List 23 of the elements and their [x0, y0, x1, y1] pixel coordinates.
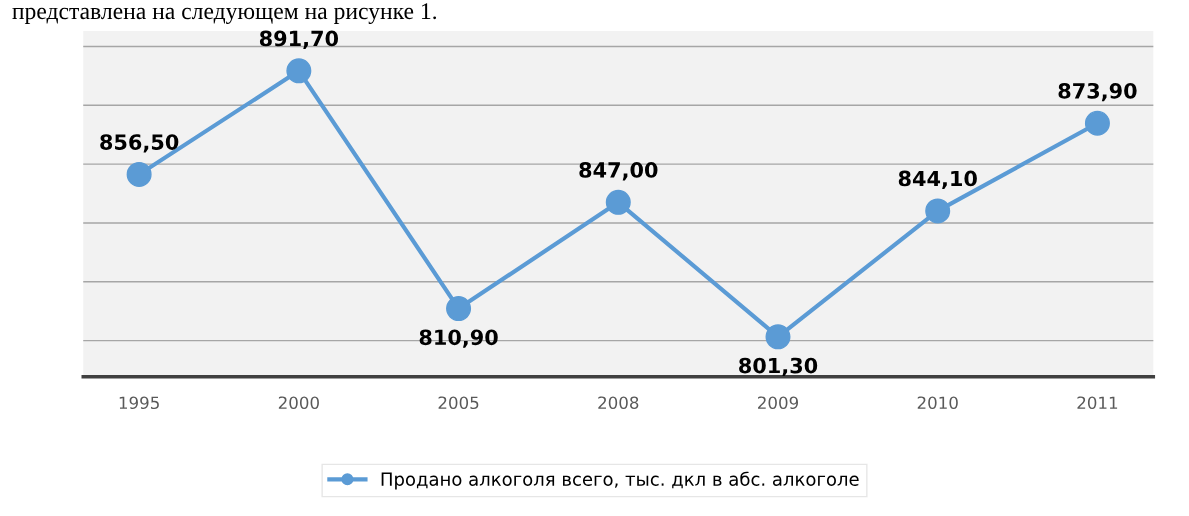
point — [446, 296, 472, 322]
data-label: 856,50 — [100, 134, 179, 153]
data-label: 810,90 — [419, 329, 498, 348]
point — [286, 58, 312, 84]
data-label: 847,00 — [579, 162, 658, 181]
x-tick-label: 2009 — [758, 396, 799, 410]
x-tick-label: 2008 — [598, 396, 639, 410]
data-label: 891,70 — [259, 30, 339, 49]
point — [605, 189, 631, 215]
legend-label: Продано алкоголя всего, тыс. дкл в абс. алкоголе — [381, 471, 859, 490]
x-tick-label: 2005 — [438, 396, 479, 410]
data-label: 873,90 — [1058, 82, 1137, 102]
data-label: 844,10 — [898, 170, 977, 190]
point — [1084, 110, 1110, 136]
x-tick-label: 2011 — [1077, 396, 1118, 410]
x-tick-label: 2000 — [278, 396, 319, 410]
point — [765, 324, 791, 350]
x-tick-label: 2010 — [917, 396, 958, 410]
text: представлена на следующем на рисунке 1. — [12, 3, 437, 24]
data-label: 801,30 — [739, 357, 818, 377]
point — [126, 161, 152, 187]
x-tick-label: 1995 — [119, 396, 159, 410]
point — [925, 198, 951, 224]
